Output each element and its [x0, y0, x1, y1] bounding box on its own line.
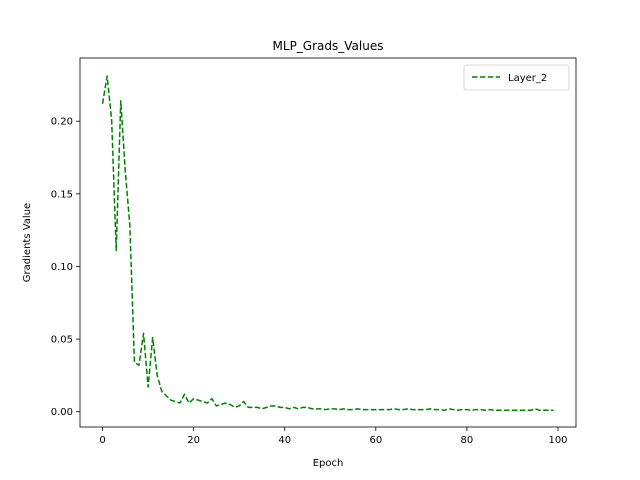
- y-tick-label: 0.00: [51, 407, 73, 418]
- plot-area: [101, 75, 554, 412]
- x-tick-label: 80: [461, 435, 474, 446]
- x-axis-label: Epoch: [313, 458, 344, 469]
- x-tick-label: 20: [187, 435, 200, 446]
- legend: Layer_2: [463, 64, 570, 91]
- series-line-layer-2: [101, 75, 554, 412]
- legend-label-layer-2: Layer_2: [508, 73, 547, 84]
- y-axis: 0.00 0.05 0.10 0.15 0.20: [51, 117, 80, 418]
- x-tick-label: 100: [548, 435, 567, 446]
- legend-box: [463, 64, 570, 91]
- chart-title: MLP_Grads_Values: [273, 39, 384, 53]
- y-tick-label: 0.05: [51, 335, 73, 346]
- x-tick-label: 60: [369, 435, 382, 446]
- x-tick-label: 0: [99, 435, 105, 446]
- y-tick-label: 0.20: [51, 117, 73, 128]
- y-tick-label: 0.15: [51, 189, 73, 200]
- y-axis-label: Gradients Value: [22, 203, 33, 282]
- x-axis: 0 20 40 60 80 100: [99, 427, 568, 446]
- axes-frame: [79, 57, 577, 428]
- x-tick-label: 40: [278, 435, 291, 446]
- y-tick-label: 0.10: [51, 262, 73, 273]
